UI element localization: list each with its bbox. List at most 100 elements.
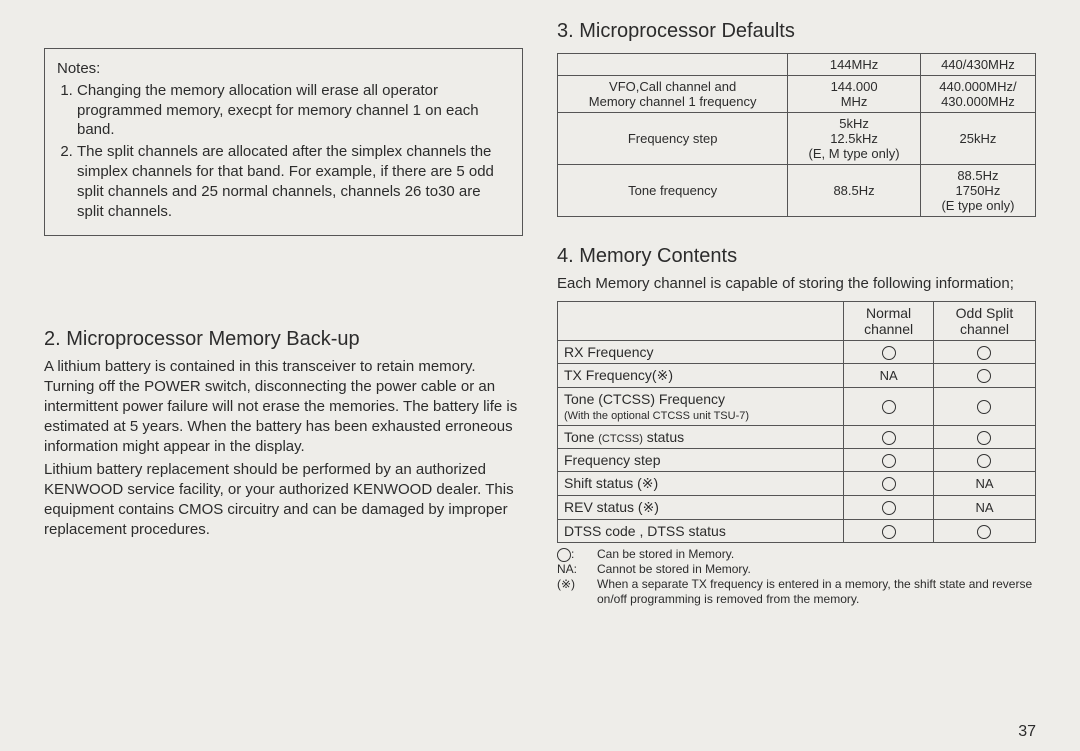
cell-text: Shift status (※) xyxy=(564,475,658,491)
table-header-cell: Odd Splitchannel xyxy=(933,302,1035,341)
circle-icon xyxy=(977,431,991,445)
table-row: Tone (CTCSS) Frequency (With the optional… xyxy=(558,388,1036,426)
cell-text: Odd Splitchannel xyxy=(956,305,1014,337)
table-cell: NA xyxy=(844,364,934,388)
section-heading-memory: 4. Memory Contents xyxy=(557,245,1036,268)
table-cell: 5kHz 12.5kHz (E, M type only) xyxy=(788,113,921,165)
cell-text: (E, M type only) xyxy=(809,146,900,161)
table-cell: 25kHz xyxy=(920,113,1035,165)
table-row: REV status (※) NA xyxy=(558,496,1036,520)
table-header-cell: Normalchannel xyxy=(844,302,934,341)
cell-text: MHz xyxy=(841,94,868,109)
table-cell: Frequency step xyxy=(558,449,844,472)
table-row: Shift status (※) NA xyxy=(558,472,1036,496)
cell-text: 88.5Hz xyxy=(957,168,998,183)
circle-icon xyxy=(977,525,991,539)
backup-paragraph-1: A lithium battery is contained in this t… xyxy=(44,357,523,456)
table-cell: Tone (CTCSS) Frequency (With the optional… xyxy=(558,388,844,426)
table-cell xyxy=(844,472,934,496)
table-header-cell xyxy=(558,302,844,341)
cell-text: 144.000 xyxy=(831,79,878,94)
circle-icon xyxy=(882,454,896,468)
cell-text: Frequency step xyxy=(564,452,661,468)
legend-text: Cannot be stored in Memory. xyxy=(597,562,1036,577)
legend-key-star: (※) xyxy=(557,577,597,607)
cell-text: REV status (※) xyxy=(564,499,659,515)
circle-icon xyxy=(557,548,571,562)
circle-icon xyxy=(977,369,991,383)
table-cell: Tone frequency xyxy=(558,165,788,217)
table-legend: : Can be stored in Memory. NA: Cannot be… xyxy=(557,547,1036,607)
table-cell: VFO,Call channel and Memory channel 1 fr… xyxy=(558,76,788,113)
cell-text: DTSS code , DTSS status xyxy=(564,523,726,539)
cell-text: Tone (CTCSS) status xyxy=(564,429,684,445)
table-cell xyxy=(844,520,934,543)
table-cell: NA xyxy=(933,496,1035,520)
cell-text: Tone (CTCSS) Frequency xyxy=(564,391,725,407)
table-cell xyxy=(933,341,1035,364)
table-cell: RX Frequency xyxy=(558,341,844,364)
circle-icon xyxy=(882,501,896,515)
table-cell xyxy=(933,426,1035,449)
section-heading-backup: 2. Microprocessor Memory Back-up xyxy=(44,328,523,351)
circle-icon xyxy=(882,431,896,445)
legend-key-na: NA: xyxy=(557,562,597,577)
memory-intro-text: Each Memory channel is capable of storin… xyxy=(557,274,1036,293)
table-cell: Shift status (※) xyxy=(558,472,844,496)
table-cell: Frequency step xyxy=(558,113,788,165)
circle-icon xyxy=(977,346,991,360)
table-cell: 88.5Hz xyxy=(788,165,921,217)
table-cell xyxy=(933,520,1035,543)
circle-icon xyxy=(882,477,896,491)
page-number: 37 xyxy=(1018,723,1036,741)
cell-text: 1750Hz xyxy=(956,183,1001,198)
table-cell: 88.5Hz 1750Hz (E type only) xyxy=(920,165,1035,217)
table-row: Frequency step 5kHz 12.5kHz (E, M type o… xyxy=(558,113,1036,165)
defaults-table: 144MHz 440/430MHz VFO,Call channel and M… xyxy=(557,53,1036,217)
table-header-cell: 144MHz xyxy=(788,54,921,76)
table-row: Tone (CTCSS) status xyxy=(558,426,1036,449)
table-row: Frequency step xyxy=(558,449,1036,472)
legend-row: (※) When a separate TX frequency is ente… xyxy=(557,577,1036,607)
cell-text: 5kHz xyxy=(839,116,869,131)
table-cell xyxy=(933,364,1035,388)
table-cell: 144.000 MHz xyxy=(788,76,921,113)
table-cell xyxy=(933,388,1035,426)
cell-subtext: (With the optional CTCSS unit TSU-7) xyxy=(564,410,749,422)
table-row: 144MHz 440/430MHz xyxy=(558,54,1036,76)
legend-row: : Can be stored in Memory. xyxy=(557,547,1036,562)
cell-text: VFO,Call channel and xyxy=(609,79,736,94)
legend-row: NA: Cannot be stored in Memory. xyxy=(557,562,1036,577)
table-row: TX Frequency(※)NA xyxy=(558,364,1036,388)
cell-text: NA xyxy=(975,476,993,491)
legend-text: Can be stored in Memory. xyxy=(597,547,1036,562)
table-header-cell xyxy=(558,54,788,76)
table-row: Normalchannel Odd Splitchannel xyxy=(558,302,1036,341)
memory-contents-table: Normalchannel Odd Splitchannel RX Freque… xyxy=(557,301,1036,543)
cell-text: Normalchannel xyxy=(864,305,913,337)
note-item: Changing the memory allocation will eras… xyxy=(77,81,510,140)
table-cell xyxy=(844,388,934,426)
table-cell: DTSS code , DTSS status xyxy=(558,520,844,543)
table-header-cell: 440/430MHz xyxy=(920,54,1035,76)
cell-text: 430.000MHz xyxy=(941,94,1015,109)
cell-text: 12.5kHz xyxy=(830,131,878,146)
circle-icon xyxy=(882,525,896,539)
table-cell: Tone (CTCSS) status xyxy=(558,426,844,449)
table-cell: NA xyxy=(933,472,1035,496)
table-cell: 440.000MHz/ 430.000MHz xyxy=(920,76,1035,113)
cell-text: RX Frequency xyxy=(564,344,653,360)
table-cell xyxy=(933,449,1035,472)
backup-paragraph-2: Lithium battery replacement should be pe… xyxy=(44,460,523,539)
table-row: DTSS code , DTSS status xyxy=(558,520,1036,543)
table-cell xyxy=(844,449,934,472)
table-cell: REV status (※) xyxy=(558,496,844,520)
cell-text: (E type only) xyxy=(941,198,1014,213)
manual-page: Notes: Changing the memory allocation wi… xyxy=(0,0,1080,751)
table-cell xyxy=(844,426,934,449)
legend-key-circle: : xyxy=(557,547,597,562)
notes-title: Notes: xyxy=(57,59,510,79)
right-column: 3. Microprocessor Defaults 144MHz 440/43… xyxy=(557,20,1036,737)
circle-icon xyxy=(882,346,896,360)
table-row: VFO,Call channel and Memory channel 1 fr… xyxy=(558,76,1036,113)
